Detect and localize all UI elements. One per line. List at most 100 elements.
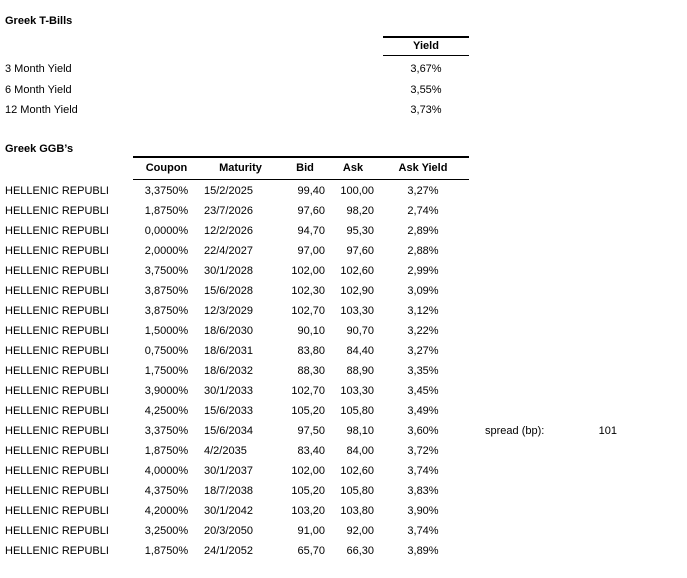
ggb-cell-coupon: 4,2500% xyxy=(144,405,189,417)
ggb-table-header: Coupon Maturity Bid Ask Ask Yield xyxy=(133,156,469,180)
tbill-row: 3 Month Yield 3,67% xyxy=(0,59,469,79)
ggb-cell-bid: 65,70 xyxy=(297,545,325,557)
ggb-cell-bid: 88,30 xyxy=(297,365,325,377)
ggb-table-row: HELLENIC REPUBLI 3,7500% 30/1/2028 102,00 10… xyxy=(0,261,687,281)
tbill-row: 12 Month Yield 3,73% xyxy=(0,100,469,120)
ggb-cell-issuer: HELLENIC REPUBLI xyxy=(5,285,109,297)
ggb-table-row: HELLENIC REPUBLI 3,2500% 20/3/2050 91,00 92,… xyxy=(0,521,687,541)
ggb-cell-bid: 90,10 xyxy=(297,325,325,337)
ggb-cell-issuer: HELLENIC REPUBLI xyxy=(5,245,109,257)
ggb-cell-ask-yield: 2,99% xyxy=(407,265,439,277)
spread-label: spread (bp): xyxy=(485,425,545,437)
ggb-cell-coupon: 3,3750% xyxy=(144,425,189,437)
ggb-cell-maturity: 23/7/2026 xyxy=(204,205,253,217)
ggb-cell-ask-yield: 3,72% xyxy=(407,445,439,457)
ggb-cell-ask-yield: 3,45% xyxy=(407,385,439,397)
ggb-cell-bid: 102,00 xyxy=(291,265,325,277)
ggb-cell-ask-yield: 3,74% xyxy=(407,525,439,537)
ggb-cell-bid: 97,50 xyxy=(297,425,325,437)
ggb-cell-ask: 100,00 xyxy=(340,185,374,197)
ggb-cell-maturity: 22/4/2027 xyxy=(204,245,253,257)
ggb-cell-maturity: 4/2/2035 xyxy=(204,445,247,457)
ggb-column-header-bid: Bid xyxy=(296,162,314,174)
ggb-cell-coupon: 3,8750% xyxy=(144,305,189,317)
ggb-cell-coupon: 1,7500% xyxy=(144,365,189,377)
ggb-cell-bid: 102,30 xyxy=(291,285,325,297)
ggb-cell-coupon: 3,8750% xyxy=(144,285,189,297)
ggb-cell-ask: 88,90 xyxy=(346,365,374,377)
ggb-cell-ask-yield: 3,09% xyxy=(407,285,439,297)
ggb-cell-ask: 103,80 xyxy=(340,505,374,517)
ggb-cell-ask-yield: 3,27% xyxy=(407,345,439,357)
ggb-cell-issuer: HELLENIC REPUBLI xyxy=(5,225,109,237)
tbill-row-label: 6 Month Yield xyxy=(5,83,72,96)
ggb-cell-ask-yield: 2,74% xyxy=(407,205,439,217)
ggb-cell-ask: 98,20 xyxy=(346,205,374,217)
tbill-row-value: 3,67% xyxy=(410,63,442,75)
ggb-cell-maturity: 18/6/2032 xyxy=(204,365,253,377)
ggb-cell-ask: 66,30 xyxy=(346,545,374,557)
ggb-cell-bid: 83,80 xyxy=(297,345,325,357)
ggb-table-row: HELLENIC REPUBLI 3,9000% 30/1/2033 102,70 10… xyxy=(0,381,687,401)
ggb-cell-maturity: 20/3/2050 xyxy=(204,525,253,537)
ggb-cell-maturity: 24/1/2052 xyxy=(204,545,253,557)
ggb-table-row: HELLENIC REPUBLI 3,8750% 12/3/2029 102,70 10… xyxy=(0,301,687,321)
ggb-cell-ask-yield: 3,49% xyxy=(407,405,439,417)
ggb-cell-maturity: 18/6/2030 xyxy=(204,325,253,337)
ggb-cell-issuer: HELLENIC REPUBLI xyxy=(5,505,109,517)
ggb-cell-maturity: 30/1/2042 xyxy=(204,505,253,517)
ggb-cell-coupon: 4,2000% xyxy=(144,505,189,517)
ggb-cell-maturity: 15/6/2028 xyxy=(204,285,253,297)
ggb-table-row: HELLENIC REPUBLI 3,8750% 15/6/2028 102,30 10… xyxy=(0,281,687,301)
ggb-cell-coupon: 3,9000% xyxy=(144,385,189,397)
tbills-yield-column-header: Yield xyxy=(383,36,469,56)
ggb-cell-bid: 105,20 xyxy=(291,485,325,497)
ggb-table-row: HELLENIC REPUBLI 1,7500% 18/6/2032 88,30 88,… xyxy=(0,361,687,381)
ggb-cell-maturity: 12/3/2029 xyxy=(204,305,253,317)
ggb-cell-issuer: HELLENIC REPUBLI xyxy=(5,305,109,317)
ggb-cell-ask: 103,30 xyxy=(340,305,374,317)
ggb-cell-bid: 83,40 xyxy=(297,445,325,457)
ggb-cell-maturity: 15/6/2033 xyxy=(204,405,253,417)
ggb-cell-bid: 99,40 xyxy=(297,185,325,197)
tbill-row-label: 3 Month Yield xyxy=(5,63,72,75)
ggb-cell-ask-yield: 3,74% xyxy=(407,465,439,477)
ggb-table-row: HELLENIC REPUBLI 1,5000% 18/6/2030 90,10 90,… xyxy=(0,321,687,341)
ggb-cell-ask: 98,10 xyxy=(346,425,374,437)
ggb-cell-ask-yield: 3,90% xyxy=(407,505,439,517)
ggb-cell-maturity: 30/1/2033 xyxy=(204,385,253,397)
ggb-cell-issuer: HELLENIC REPUBLI xyxy=(5,545,109,557)
ggb-cell-maturity: 15/6/2034 xyxy=(204,425,253,437)
ggb-cell-ask: 102,60 xyxy=(340,465,374,477)
ggb-cell-maturity: 30/1/2028 xyxy=(204,265,253,277)
ggb-cell-issuer: HELLENIC REPUBLI xyxy=(5,385,109,397)
ggb-table-row: HELLENIC REPUBLI 4,2500% 15/6/2033 105,20 10… xyxy=(0,401,687,421)
ggb-cell-ask: 84,00 xyxy=(346,445,374,457)
ggb-column-header-ask-yield: Ask Yield xyxy=(398,162,448,174)
ggb-cell-bid: 97,60 xyxy=(297,205,325,217)
ggb-cell-ask-yield: 3,22% xyxy=(407,325,439,337)
ggb-cell-ask-yield: 3,27% xyxy=(407,185,439,197)
ggb-cell-bid: 102,00 xyxy=(291,465,325,477)
ggb-cell-issuer: HELLENIC REPUBLI xyxy=(5,365,109,377)
ggb-cell-coupon: 3,3750% xyxy=(144,185,189,197)
spread-value: 101 xyxy=(598,425,617,437)
tbill-row-value: 3,73% xyxy=(410,104,442,116)
ggb-cell-ask: 95,30 xyxy=(346,225,374,237)
ggb-cell-ask-yield: 2,88% xyxy=(407,245,439,257)
ggb-cell-issuer: HELLENIC REPUBLI xyxy=(5,185,109,197)
ggb-table-row: HELLENIC REPUBLI 4,2000% 30/1/2042 103,20 10… xyxy=(0,501,687,521)
ggb-table-row: HELLENIC REPUBLI 3,3750% 15/6/2034 97,50 98,… xyxy=(0,421,687,441)
ggb-cell-issuer: HELLENIC REPUBLI xyxy=(5,525,109,537)
ggb-cell-maturity: 18/7/2038 xyxy=(204,485,253,497)
ggb-cell-ask-yield: 2,89% xyxy=(407,225,439,237)
ggb-table-row: HELLENIC REPUBLI 4,3750% 18/7/2038 105,20 10… xyxy=(0,481,687,501)
ggb-cell-issuer: HELLENIC REPUBLI xyxy=(5,325,109,337)
ggb-cell-coupon: 4,0000% xyxy=(144,465,189,477)
tbill-row-label: 12 Month Yield xyxy=(5,104,78,116)
ggb-cell-issuer: HELLENIC REPUBLI xyxy=(5,345,109,357)
ggb-table-row: HELLENIC REPUBLI 1,8750% 23/7/2026 97,60 98,… xyxy=(0,201,687,221)
ggb-cell-bid: 97,00 xyxy=(297,245,325,257)
ggb-cell-ask: 90,70 xyxy=(346,325,374,337)
